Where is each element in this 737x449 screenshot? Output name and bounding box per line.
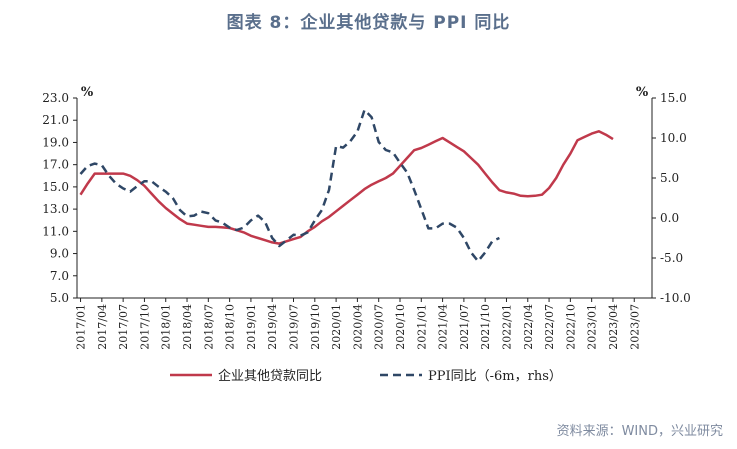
legend-label-ppi: PPI同比（-6m，rhs） <box>428 369 562 384</box>
right-tick-label: 0.0 <box>660 211 679 225</box>
x-tick-label: 2023/01 <box>586 304 599 350</box>
x-tick-label: 2022/07 <box>543 304 556 350</box>
x-tick-label: 2017/04 <box>96 304 109 350</box>
left-axis-unit: % <box>81 85 94 100</box>
x-tick-label: 2019/04 <box>266 304 279 350</box>
left-tick-label: 19.0 <box>42 135 69 149</box>
x-tick-label: 2017/07 <box>117 304 130 350</box>
series-layer <box>79 108 614 263</box>
x-tick-label: 2022/10 <box>564 304 577 350</box>
right-tick-label: -5.0 <box>660 251 683 265</box>
legend: 企业其他贷款同比 PPI同比（-6m，rhs） <box>170 368 562 384</box>
x-tick-label: 2021/07 <box>458 304 471 350</box>
series-line-loans <box>79 130 614 245</box>
left-tick-label: 17.0 <box>42 158 69 172</box>
left-tick-label: 21.0 <box>42 113 69 127</box>
series-line-ppi <box>79 108 500 263</box>
left-tick-label: 5.0 <box>50 291 69 305</box>
x-tick-label: 2020/01 <box>330 304 343 350</box>
x-tick-label: 2021/10 <box>479 304 492 350</box>
x-tick-label: 2018/01 <box>160 304 173 350</box>
left-tick-label: 7.0 <box>50 269 69 283</box>
x-tick-label: 2022/01 <box>500 304 513 350</box>
x-tick-label: 2020/04 <box>351 304 364 350</box>
left-axis-ticks: 5.0 7.0 9.0 11.0 13.0 15.0 17.0 19.0 21.0 23.0% <box>42 85 94 305</box>
x-tick-label: 2021/04 <box>437 304 450 350</box>
x-tick-label: 2020/07 <box>373 304 386 350</box>
x-tick-label: 2023/07 <box>628 304 641 350</box>
x-tick-label: 2019/10 <box>309 304 322 350</box>
x-tick-label: 2018/10 <box>224 304 237 350</box>
x-tick-label: 2020/10 <box>394 304 407 350</box>
x-tick-label: 2019/07 <box>288 304 301 350</box>
x-axis-ticks: 2017/01 2017/04 2017/07 2017/10 2018/01 2018/… <box>75 298 641 350</box>
axes-group <box>76 98 653 299</box>
x-tick-label: 2021/01 <box>415 304 428 350</box>
left-tick-label: 11.0 <box>42 224 69 238</box>
chart-title: 图表 8：企业其他贷款与 PPI 同比 <box>226 13 511 33</box>
right-tick-label: 15.0 <box>660 91 687 105</box>
right-tick-label: -10.0 <box>660 291 691 305</box>
source-note: 资料来源：WIND，兴业研究 <box>556 424 723 439</box>
x-tick-label: 2019/01 <box>245 304 258 350</box>
x-tick-label: 2023/04 <box>607 304 620 350</box>
x-tick-label: 2017/01 <box>75 304 88 350</box>
right-axis-ticks: -10.0 -5.0 0.0 5.0 10.0 15.0% <box>636 85 691 305</box>
left-tick-label: 23.0 <box>42 91 69 105</box>
right-axis-unit: % <box>636 85 649 100</box>
x-tick-label: 2017/10 <box>138 304 151 350</box>
right-tick-label: 5.0 <box>660 171 679 185</box>
left-tick-label: 15.0 <box>42 180 69 194</box>
x-tick-label: 2018/04 <box>181 304 194 350</box>
x-tick-label: 2022/04 <box>522 304 535 350</box>
left-tick-label: 9.0 <box>50 247 69 261</box>
left-tick-label: 13.0 <box>42 202 69 216</box>
right-tick-label: 10.0 <box>660 131 687 145</box>
legend-label-loans: 企业其他贷款同比 <box>218 368 322 384</box>
x-tick-label: 2018/07 <box>202 304 215 350</box>
